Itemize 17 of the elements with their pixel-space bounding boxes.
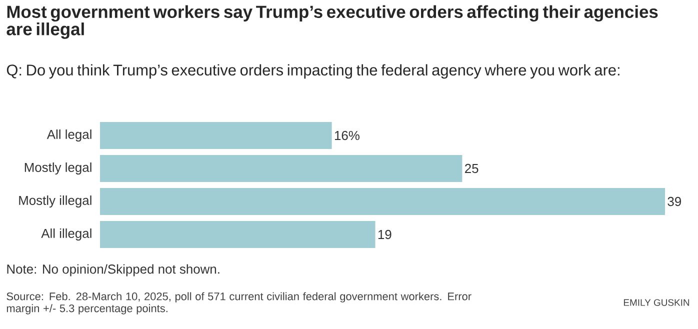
y-tick-label: Mostly legal (24, 162, 92, 175)
bar (100, 188, 666, 216)
chart-subtitle: Q: Do you think Trump’s executive orders impacting the federal agency where you work are: (6, 64, 620, 79)
y-tick-label: All legal (46, 129, 92, 142)
bar (100, 122, 332, 150)
bar (100, 221, 376, 248)
data-label: 19 (378, 230, 392, 240)
source-note: Source: Feb. 28-March 10, 2025, poll of 571 current civilian federal government workers. Error margin +/- 5.3 percentage points. (6, 292, 472, 314)
data-label: 16% (334, 130, 360, 140)
text: Note: No opinion/Skipped not shown. (7, 264, 220, 276)
y-tick-label: Mostly illegal (19, 195, 92, 208)
y-tick-label: All illegal (41, 228, 92, 241)
data-label: 39 (668, 196, 681, 206)
data-label: 25 (465, 164, 478, 174)
chart-title: Most government workers say Trump’s executive orders affecting their agencies are illegal (6, 5, 658, 39)
text: EMILY GUSKIN (624, 299, 690, 306)
bar (100, 155, 462, 182)
